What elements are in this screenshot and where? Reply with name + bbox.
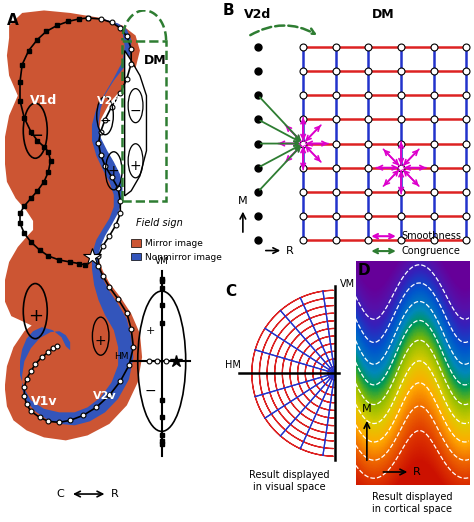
Legend: Mirror image, Nonmirror image: Mirror image, Nonmirror image (127, 235, 226, 265)
Text: Congruence: Congruence (401, 246, 460, 256)
Text: D: D (358, 263, 370, 278)
Text: +: + (28, 307, 43, 325)
Text: Result displayed
in cortical space: Result displayed in cortical space (372, 492, 453, 514)
Text: −: − (99, 114, 111, 128)
Text: HM: HM (115, 352, 129, 361)
Text: R: R (110, 489, 118, 499)
Polygon shape (5, 10, 142, 441)
Text: DM: DM (372, 8, 395, 21)
Text: V1v: V1v (31, 395, 57, 408)
Text: VM: VM (155, 257, 169, 266)
Text: +: + (130, 159, 141, 173)
Text: +: + (146, 326, 155, 336)
Text: A: A (7, 13, 18, 28)
Text: V2d: V2d (244, 8, 272, 21)
Text: +: + (95, 334, 107, 348)
Text: HM: HM (225, 360, 241, 370)
Text: V2d: V2d (97, 96, 121, 105)
Text: DM: DM (144, 54, 166, 67)
Text: V2v: V2v (93, 392, 117, 401)
Text: R: R (285, 245, 293, 256)
Text: −: − (130, 104, 141, 117)
Text: Field sign: Field sign (136, 218, 182, 229)
Text: C: C (226, 284, 237, 299)
Text: VM: VM (340, 279, 355, 289)
Polygon shape (20, 18, 133, 425)
Text: +: + (108, 164, 119, 178)
Bar (122, 41, 166, 201)
Text: −: − (27, 127, 43, 145)
Text: −: − (145, 384, 156, 398)
Text: Result displayed
in visual space: Result displayed in visual space (249, 470, 329, 492)
Text: C: C (56, 489, 64, 499)
Text: R: R (412, 467, 420, 477)
Polygon shape (125, 51, 146, 196)
Text: M: M (362, 404, 372, 413)
Text: Smoothness: Smoothness (401, 231, 461, 241)
Text: M: M (238, 196, 248, 206)
Text: B: B (223, 3, 235, 18)
Text: V1d: V1d (30, 94, 58, 107)
